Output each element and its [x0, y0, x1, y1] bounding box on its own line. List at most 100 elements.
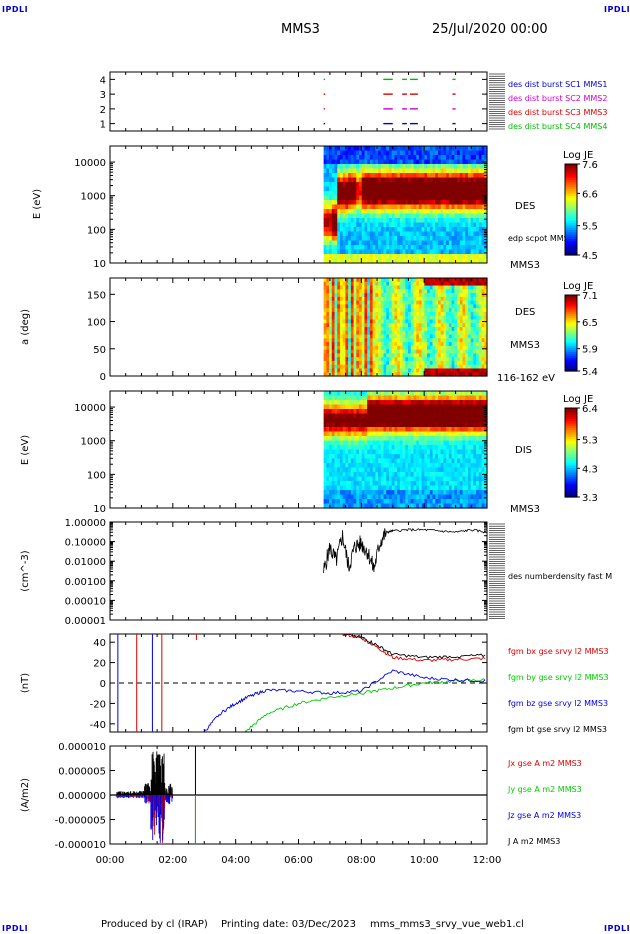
spectrogram-cell: [345, 327, 349, 332]
spectrogram-cell: [388, 159, 393, 165]
spectrogram-cell: [473, 454, 477, 460]
spectrogram-cell: [348, 490, 352, 496]
spectrogram-cell: [440, 293, 445, 298]
spectrogram-cell: [388, 227, 393, 233]
spectrogram-cell: [337, 413, 341, 419]
spectrogram-cell: [388, 249, 393, 255]
spectrogram-cell: [424, 334, 428, 339]
spectrogram-cell: [462, 440, 466, 446]
spectrogram-cell: [383, 249, 387, 255]
spectrogram-cell: [427, 503, 431, 509]
spectrogram-cell: [467, 186, 472, 192]
spectrogram-cell: [337, 249, 341, 255]
spectrogram-cell: [378, 427, 382, 433]
spectrogram-cell: [369, 146, 374, 152]
spectrogram-cell: [375, 490, 379, 496]
spectrogram-cell: [388, 338, 393, 343]
spectrogram-cell: [440, 404, 445, 410]
spectrogram-cell: [391, 360, 396, 366]
colorbar-tick-label: 5.9: [582, 345, 598, 356]
spectrogram-cell: [386, 364, 390, 370]
spectrogram-cell: [435, 186, 439, 192]
spectrogram-cell: [451, 177, 455, 183]
spectrogram-cell: [323, 368, 327, 373]
spectrogram-cell: [369, 364, 374, 370]
spectrogram-cell: [397, 400, 401, 406]
spectrogram-cell: [427, 327, 431, 332]
colorbar-cell: [565, 173, 577, 176]
spectrogram-cell: [331, 150, 336, 156]
spectrogram-cell: [484, 289, 488, 294]
spectrogram-cell: [467, 364, 472, 370]
spectrogram-cell: [424, 395, 428, 401]
spectrogram-cell: [413, 186, 417, 192]
spectrogram-cell: [399, 213, 404, 219]
spectrogram-cell: [394, 315, 398, 321]
spectrogram-cell: [359, 177, 363, 183]
spectrogram-cell: [369, 289, 374, 294]
spectrogram-cell: [446, 449, 450, 455]
colorbar-cell: [565, 327, 577, 330]
spectrogram-cell: [356, 360, 360, 366]
spectrogram-cell: [334, 245, 338, 251]
spectrogram-cell: [331, 360, 336, 366]
spectrogram-cell: [394, 364, 398, 370]
spectrogram-cell: [443, 186, 447, 192]
spectrogram-cell: [429, 308, 434, 313]
spectrogram-cell: [470, 308, 474, 313]
spectrogram-cell: [416, 418, 420, 424]
spectrogram-cell: [437, 315, 442, 321]
spectrogram-cell: [459, 503, 464, 509]
spectrogram-cell: [484, 293, 488, 298]
spectrogram-cell: [334, 440, 338, 446]
spectrogram-cell: [334, 422, 338, 428]
spectrogram-cell: [369, 327, 374, 332]
spectrogram-cell: [478, 231, 483, 237]
des-pitch-energy-band-label: 116-162 eV: [497, 373, 555, 384]
spectrogram-cell: [470, 485, 474, 491]
spectrogram-cell: [402, 164, 406, 170]
spectrogram-cell: [410, 155, 415, 161]
spectrogram-cell: [361, 400, 366, 406]
spectrogram-cell: [448, 445, 453, 451]
spectrogram-cell: [457, 391, 461, 397]
spectrogram-cell: [418, 463, 423, 469]
spectrogram-cell: [416, 164, 420, 170]
spectrogram-cell: [451, 413, 455, 419]
spectrogram-cell: [451, 368, 455, 373]
spectrogram-cell: [410, 476, 415, 482]
spectrogram-cell: [391, 304, 396, 309]
spectrogram-cell: [462, 227, 466, 233]
spectrogram-cell: [334, 395, 338, 401]
spectrogram-cell: [383, 173, 387, 179]
spectrogram-cell: [339, 422, 344, 428]
spectrogram-cell: [465, 334, 469, 339]
spectrogram-cell: [408, 357, 412, 362]
spectrogram-cell: [473, 240, 477, 246]
spectrogram-cell: [443, 349, 447, 354]
spectrogram-cell: [378, 182, 382, 188]
spectrogram-cell: [437, 173, 442, 179]
spectrogram-cell: [394, 150, 398, 156]
spectrogram-cell: [359, 278, 363, 283]
spectrogram-cell: [416, 368, 420, 373]
spectrogram-cell: [380, 449, 385, 455]
spectrogram-cell: [339, 150, 344, 156]
spectrogram-cell: [459, 200, 464, 206]
spectrogram-cell: [481, 222, 485, 228]
spectrogram-cell: [364, 304, 368, 309]
spectrogram-cell: [372, 372, 376, 377]
spectrogram-cell: [339, 195, 344, 201]
spectrogram-cell: [429, 186, 434, 192]
spectrogram-cell: [378, 499, 382, 505]
spectrogram-cell: [329, 236, 333, 242]
spectrogram-cell: [397, 182, 401, 188]
spectrogram-cell: [440, 278, 445, 283]
spectrogram-cell: [432, 342, 436, 347]
spectrogram-cell: [424, 454, 428, 460]
spectrogram-cell: [416, 449, 420, 455]
spectrogram-cell: [481, 240, 485, 246]
spectrogram-cell: [345, 200, 349, 206]
spectrogram-cell: [364, 342, 368, 347]
spectrogram-cell: [356, 345, 360, 351]
